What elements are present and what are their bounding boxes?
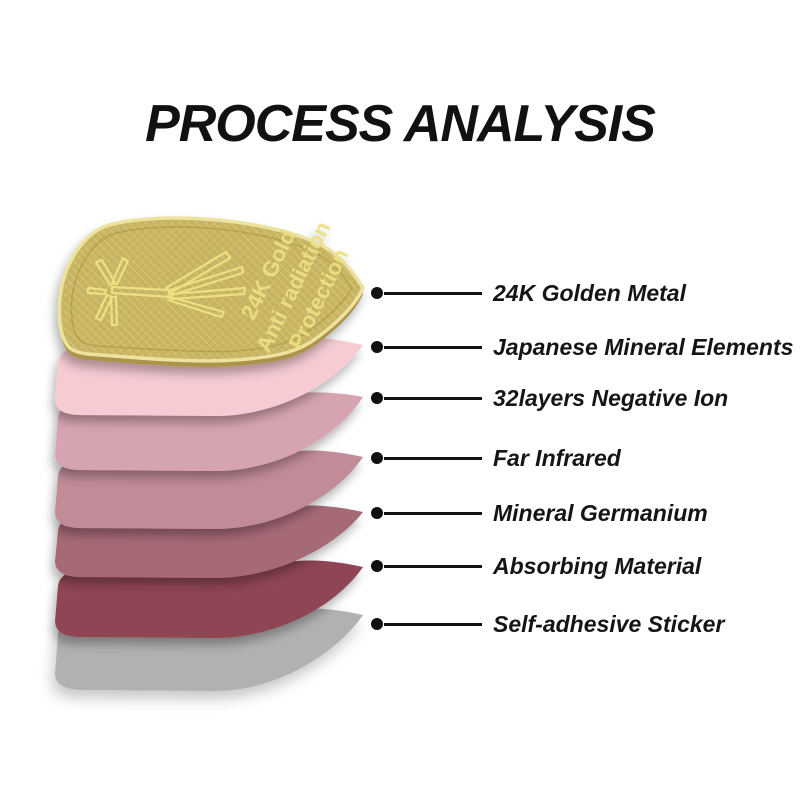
gold-sticker-rim [57,216,365,363]
tree-engraving-icon [86,250,247,327]
gold-sticker-inner-border [70,226,353,353]
gold-sticker-weave-texture [59,217,363,361]
layer-shape-absorbing-material [55,560,363,638]
page-title: PROCESS ANALYSIS [145,95,656,153]
